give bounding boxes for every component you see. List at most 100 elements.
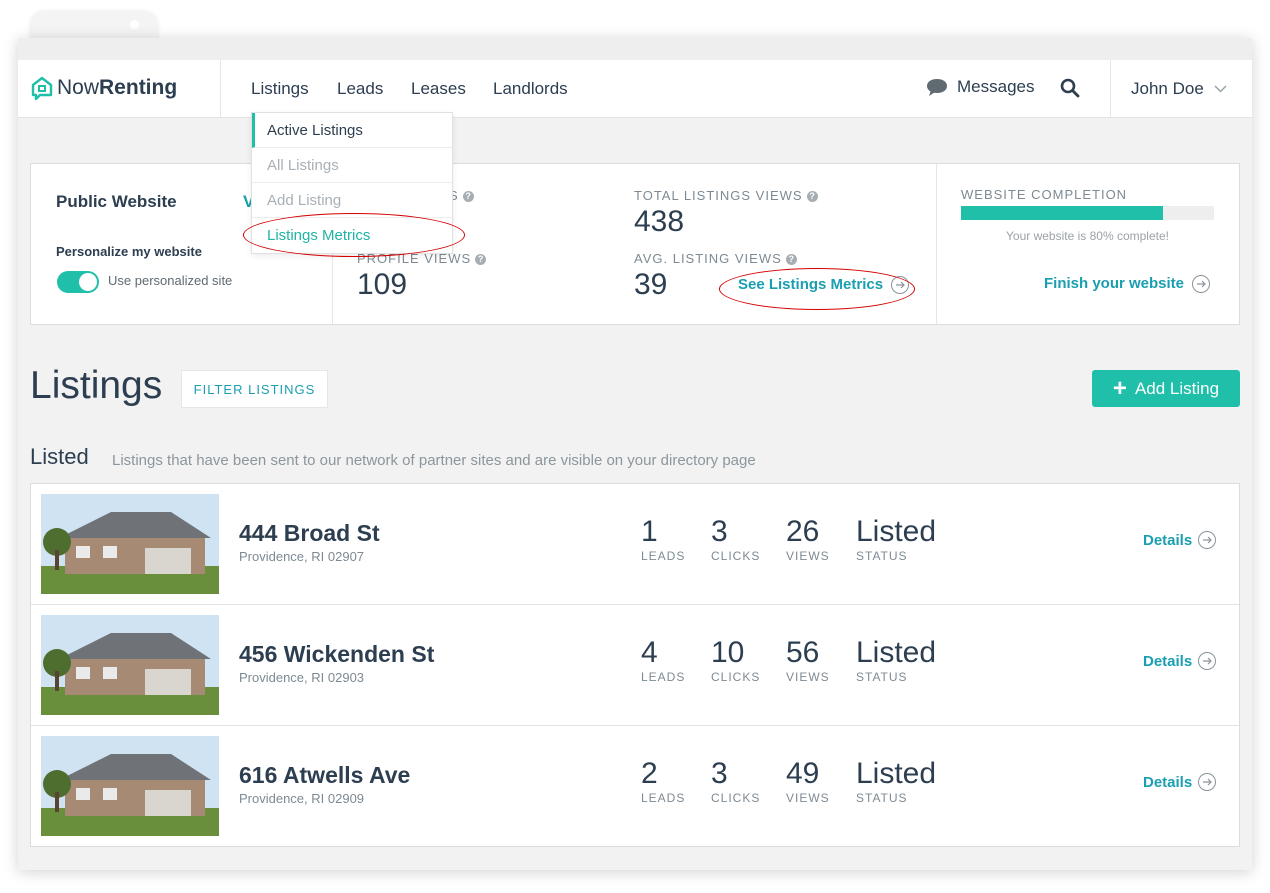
status-stat: Listed STATUS (856, 636, 936, 684)
profile-views-label: PROFILE VIEWS? (357, 251, 487, 266)
leads-stat: 1 LEADS (641, 515, 685, 563)
leads-stat: 4 LEADS (641, 636, 685, 684)
window-chrome (18, 38, 1252, 60)
avg-views-label-text: AVG. LISTING VIEWS (634, 251, 782, 266)
listing-row[interactable]: 616 Atwells Ave Providence, RI 02909 2 LE… (31, 726, 1239, 846)
leads-label: LEADS (641, 670, 686, 684)
listing-address[interactable]: 616 Atwells Ave (239, 762, 411, 788)
clicks-label: CLICKS (711, 549, 761, 563)
status-stat: Listed STATUS (856, 757, 936, 805)
nav-listings[interactable]: Listings (251, 79, 309, 98)
total-views-value: 438 (634, 205, 685, 238)
divider (936, 164, 937, 324)
help-icon[interactable]: ? (806, 191, 818, 202)
status-value: Listed (856, 515, 937, 548)
public-website-title: Public Website (56, 192, 177, 211)
menu-item-active-listings[interactable]: Active Listings (252, 113, 452, 148)
details-link[interactable]: Details (1143, 652, 1217, 670)
arrow-circle-icon (1198, 652, 1217, 670)
listing-address[interactable]: 456 Wickenden St (239, 641, 435, 667)
house-chat-icon (31, 76, 53, 100)
views-label: VIEWS (786, 791, 830, 805)
arrow-circle-icon (1198, 773, 1217, 791)
leads-count: 1 (641, 515, 658, 548)
house-image (41, 615, 219, 715)
house-image (41, 736, 219, 836)
profile-views-value: 109 (357, 268, 408, 301)
views-count: 49 (786, 757, 820, 790)
total-views-label: TOTAL LISTINGS VIEWS? (634, 188, 818, 203)
listing-city: Providence, RI 02907 (239, 549, 365, 564)
views-stat: 26 VIEWS (786, 515, 830, 563)
avg-views-label: AVG. LISTING VIEWS? (634, 251, 797, 266)
details-link[interactable]: Details (1143, 773, 1217, 791)
metric-label-partial: S? (449, 188, 474, 203)
help-icon[interactable]: ? (785, 254, 797, 265)
user-name: John Doe (1131, 79, 1204, 98)
nav-landlords[interactable]: Landlords (493, 79, 568, 98)
finish-website-link[interactable]: Finish your website (1044, 275, 1211, 293)
menu-item-listings-metrics[interactable]: Listings Metrics (267, 227, 371, 244)
listing-row[interactable]: 444 Broad St Providence, RI 02907 1 LEADS… (31, 484, 1239, 605)
arrow-circle-icon (1198, 531, 1217, 549)
brand-logo[interactable]: Now Renting (31, 74, 177, 102)
property-photo[interactable] (41, 494, 219, 594)
menu-item-add-listing[interactable]: Add Listing (252, 183, 452, 218)
dashboard-summary-card: Public Website V Personalize my website … (30, 163, 1240, 325)
divider (220, 60, 221, 118)
leads-count: 4 (641, 636, 658, 669)
help-icon[interactable]: ? (475, 254, 487, 265)
app-window: Now Renting Listings Leads Leases Landlor… (18, 38, 1252, 870)
search-icon[interactable] (1060, 78, 1080, 103)
clicks-count: 10 (711, 636, 745, 669)
clicks-label: CLICKS (711, 670, 761, 684)
status-stat: Listed STATUS (856, 515, 936, 563)
leads-stat: 2 LEADS (641, 757, 685, 805)
menu-item-all-listings[interactable]: All Listings (252, 148, 452, 183)
see-listings-metrics-link[interactable]: See Listings Metrics (738, 276, 910, 294)
listing-address[interactable]: 444 Broad St (239, 520, 380, 546)
website-completion-label: WEBSITE COMPLETION (961, 187, 1128, 202)
see-metrics-label: See Listings Metrics (738, 276, 884, 294)
add-listing-button[interactable]: + Add Listing (1092, 370, 1240, 407)
chat-bubble-icon (927, 78, 947, 96)
views-label: VIEWS (786, 670, 830, 684)
page-title: Listings (30, 364, 163, 407)
property-photo[interactable] (41, 736, 219, 836)
status-label: STATUS (856, 670, 908, 684)
nav-leads[interactable]: Leads (337, 79, 384, 98)
personalized-site-toggle[interactable] (57, 271, 99, 293)
messages-link[interactable]: Messages (926, 77, 1034, 97)
status-value: Listed (856, 636, 937, 669)
view-website-link[interactable]: V (243, 192, 255, 211)
views-count: 26 (786, 515, 820, 548)
status-label: STATUS (856, 549, 908, 563)
clicks-label: CLICKS (711, 791, 761, 805)
details-link[interactable]: Details (1143, 531, 1217, 549)
finish-website-label: Finish your website (1044, 275, 1185, 293)
section-description: Listings that have been sent to our netw… (112, 452, 756, 469)
add-listing-label: Add Listing (1134, 378, 1220, 398)
views-count: 56 (786, 636, 820, 669)
nav-leases[interactable]: Leases (411, 79, 466, 98)
help-icon[interactable]: ? (462, 191, 474, 202)
views-stat: 49 VIEWS (786, 757, 830, 805)
user-menu[interactable]: John Doe (1131, 79, 1227, 99)
brand-name-bold: Renting (99, 76, 178, 99)
listing-city: Providence, RI 02909 (239, 791, 365, 806)
messages-label: Messages (957, 77, 1035, 96)
chevron-down-icon (1214, 85, 1227, 93)
listings-dropdown-menu: Active Listings All Listings Add Listing… (251, 112, 453, 254)
leads-label: LEADS (641, 549, 686, 563)
clicks-stat: 3 CLICKS (711, 515, 760, 563)
property-photo[interactable] (41, 615, 219, 715)
clicks-stat: 10 CLICKS (711, 636, 760, 684)
arrow-circle-icon (1192, 275, 1211, 293)
clicks-stat: 3 CLICKS (711, 757, 760, 805)
tab-dot (130, 20, 139, 29)
details-label: Details (1143, 773, 1193, 791)
filter-listings-button[interactable]: FILTER LISTINGS (181, 370, 328, 408)
section-title: Listed (30, 444, 89, 469)
brand-name-regular: Now (57, 76, 100, 99)
